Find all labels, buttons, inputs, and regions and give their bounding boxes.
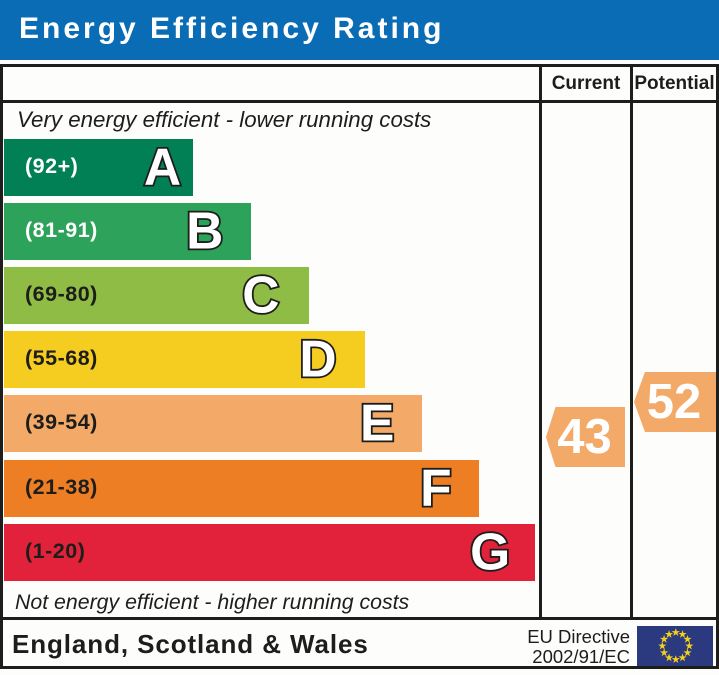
svg-text:G: G [470, 522, 510, 580]
svg-text:C: C [242, 265, 279, 323]
svg-text:D: D [299, 329, 336, 387]
svg-text:E: E [360, 393, 394, 451]
svg-text:A: A [144, 137, 181, 195]
svg-text:F: F [420, 458, 451, 516]
svg-text:B: B [186, 201, 223, 259]
